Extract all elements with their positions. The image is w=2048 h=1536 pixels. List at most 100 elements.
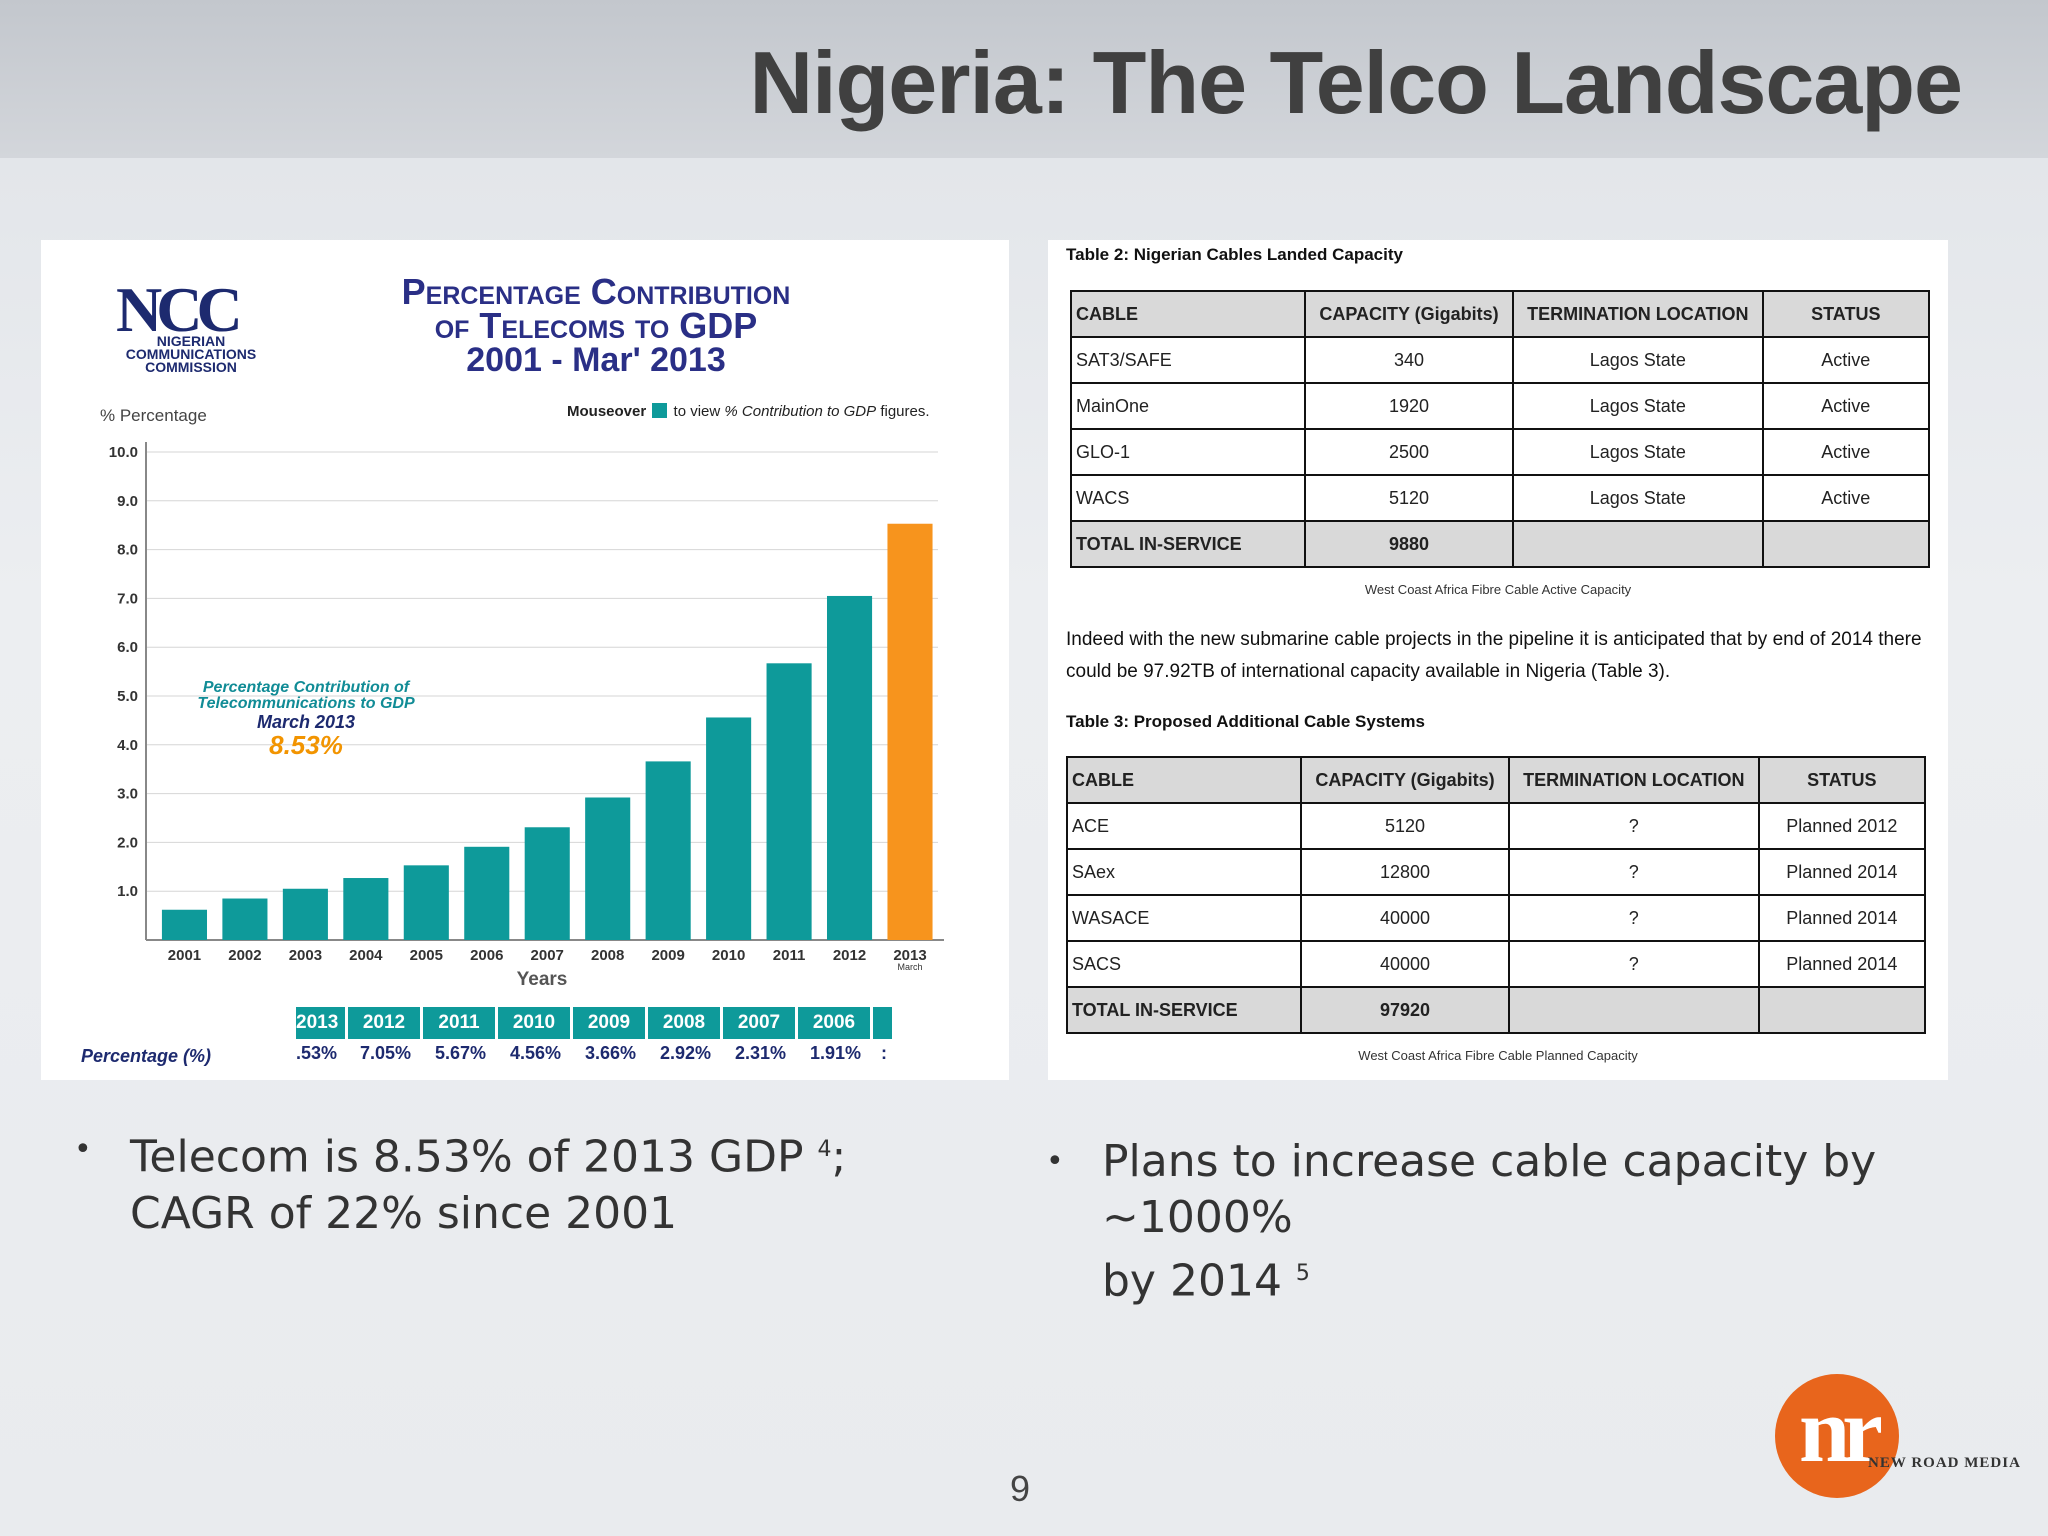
table-cell: TERMINATION LOCATION bbox=[1512, 290, 1764, 338]
bullet-telecom-gdp: • Telecom is 8.53% of 2013 GDP 4; CAGR o… bbox=[74, 1122, 846, 1242]
table-cell: Active bbox=[1761, 428, 1931, 476]
strip-value: 3.66% bbox=[584, 1043, 637, 1063]
x-tick-label: 2002 bbox=[228, 947, 261, 964]
table-cell: CABLE bbox=[1066, 756, 1302, 804]
table-3-caption: Table 3: Proposed Additional Cable Syste… bbox=[1066, 712, 1425, 731]
table-cell: 340 bbox=[1304, 336, 1514, 384]
table-cell: Active bbox=[1761, 336, 1931, 384]
strip-value: 7.05% bbox=[359, 1043, 412, 1063]
table-cell: TOTAL IN-SERVICE bbox=[1066, 986, 1302, 1034]
table-cell: Lagos State bbox=[1512, 428, 1764, 476]
percentage-strip-values: .53% 7.05% 5.67% 4.56% 3.66% 2.92% 2.31% 1.91%: bbox=[296, 1043, 895, 1064]
y-axis-label: % Percentage bbox=[100, 406, 207, 425]
strip-year bbox=[873, 1007, 895, 1039]
table-cell: WACS bbox=[1070, 474, 1306, 522]
table-header-row: CABLE CAPACITY (Gigabits) TERMINATION LOCA… bbox=[1066, 756, 1927, 804]
y-tick-label: 5.0 bbox=[117, 688, 138, 705]
table-row: WASACE 40000? Planned 2014 bbox=[1066, 894, 1927, 942]
slide-title: Nigeria: The Telco Landscape bbox=[749, 33, 1963, 132]
x-tick-label: 2008 bbox=[591, 947, 624, 964]
legend-swatch bbox=[652, 403, 668, 418]
x-tick-label: 2010 bbox=[712, 947, 745, 964]
table-cell: CABLE bbox=[1070, 290, 1306, 338]
x-tick-label: 2006 bbox=[470, 947, 503, 964]
strip-year: 2010 bbox=[498, 1007, 573, 1039]
chart-title: Percentage Contribution of Telecoms to G… bbox=[271, 274, 921, 378]
y-tick-label: 9.0 bbox=[117, 493, 138, 510]
table-cell: Planned 2012 bbox=[1757, 802, 1927, 850]
table-2-caption: Table 2: Nigerian Cables Landed Capacity bbox=[1066, 245, 1403, 264]
table-row: ACE 5120? Planned 2012 bbox=[1066, 802, 1927, 850]
strip-value: .53% bbox=[296, 1043, 338, 1063]
x-axis-label: Years bbox=[517, 969, 568, 990]
y-tick-label: 2.0 bbox=[117, 834, 138, 851]
percentage-strip-label: Percentage (%) bbox=[81, 1046, 212, 1066]
table-cell: TOTAL IN-SERVICE bbox=[1070, 520, 1306, 568]
table-cell: 40000 bbox=[1300, 894, 1510, 942]
bullet-dot: • bbox=[1046, 1144, 1064, 1179]
table-2-footnote: West Coast Africa Fibre Cable Active Cap… bbox=[1364, 582, 1632, 597]
table-cell: ? bbox=[1508, 848, 1760, 896]
slide-header bbox=[0, 0, 2048, 158]
table-cell: 40000 bbox=[1300, 940, 1510, 988]
table-row: SAT3/SAFE 340 Lagos State Active bbox=[1070, 336, 1931, 384]
table-cell: CAPACITY (Gigabits) bbox=[1300, 756, 1510, 804]
x-tick-label: 2005 bbox=[410, 947, 443, 964]
bullet-cable-capacity: • Plans to increase cable capacity by ~1… bbox=[1046, 1136, 1877, 1307]
strip-year: 2008 bbox=[648, 1007, 723, 1039]
cable-tables-panel: Table 2: Nigerian Cables Landed Capacity… bbox=[1048, 240, 1948, 1080]
table-cell: MainOne bbox=[1070, 382, 1306, 430]
table-3-footnote: West Coast Africa Fibre Cable Planned Ca… bbox=[1358, 1048, 1638, 1063]
y-tick-label: 6.0 bbox=[117, 639, 138, 656]
table-cell: Lagos State bbox=[1512, 382, 1764, 430]
bar-2012 bbox=[826, 595, 873, 940]
table-cell: WASACE bbox=[1066, 894, 1302, 942]
table-cell: SAex bbox=[1066, 848, 1302, 896]
strip-value: 1.91% bbox=[809, 1043, 862, 1063]
bar-2005 bbox=[403, 865, 449, 940]
table-cell: SACS bbox=[1066, 940, 1302, 988]
table-cell: Planned 2014 bbox=[1757, 894, 1927, 942]
x-tick-label: 2012 bbox=[833, 947, 866, 964]
strip-value: : bbox=[881, 1043, 887, 1063]
bar-2001 bbox=[161, 909, 208, 940]
table-cell: 2500 bbox=[1304, 428, 1514, 476]
y-tick-label: 10.0 bbox=[109, 444, 138, 461]
page-number: 9 bbox=[1010, 1468, 1031, 1509]
strip-year: 2007 bbox=[723, 1007, 798, 1039]
bar-2003 bbox=[282, 888, 328, 940]
chart-title-line-2: of Telecoms to GDP bbox=[434, 305, 758, 346]
table-cell: 5120 bbox=[1300, 802, 1510, 850]
table-cell: ACE bbox=[1066, 802, 1302, 850]
bar-2009 bbox=[645, 761, 691, 940]
table-cell bbox=[1508, 986, 1760, 1034]
table-cell: CAPACITY (Gigabits) bbox=[1304, 290, 1514, 338]
ncc-logo-letters: NCC bbox=[116, 274, 243, 345]
table-total-row: TOTAL IN-SERVICE 97920 bbox=[1066, 986, 1927, 1034]
table-cell: Planned 2014 bbox=[1757, 940, 1927, 988]
x-tick-label: 2011 bbox=[773, 947, 806, 964]
table-cell: SAT3/SAFE bbox=[1070, 336, 1306, 384]
strip-year: 2012 bbox=[348, 1007, 423, 1039]
y-tick-label: 1.0 bbox=[117, 883, 138, 900]
y-tick-label: 7.0 bbox=[117, 590, 138, 607]
bullet-dot: • bbox=[74, 1132, 92, 1167]
new-road-media-wordmark: NEW ROAD MEDIA bbox=[1868, 1455, 2021, 1471]
bar-2006 bbox=[464, 846, 510, 940]
x-tick-label: 2007 bbox=[531, 947, 564, 964]
mouseover-hint: Mouseover to view % Contribution to GDP … bbox=[567, 403, 930, 420]
table-cell: 1920 bbox=[1304, 382, 1514, 430]
strip-year: 2011 bbox=[423, 1007, 498, 1039]
bar-2007 bbox=[524, 827, 570, 940]
table-cell: ? bbox=[1508, 894, 1760, 942]
bar-2008 bbox=[585, 797, 631, 940]
table-row: SACS 40000? Planned 2014 bbox=[1066, 940, 1927, 988]
table-cell: 9880 bbox=[1304, 520, 1514, 568]
bar-2013 bbox=[887, 523, 933, 940]
table-header-row: CABLE CAPACITY (Gigabits) TERMINATION LOCA… bbox=[1070, 290, 1931, 338]
bar-2002 bbox=[222, 898, 268, 940]
table-cell: 97920 bbox=[1300, 986, 1510, 1034]
strip-year: 2006 bbox=[798, 1007, 873, 1039]
table-row: MainOne 1920 Lagos State Active bbox=[1070, 382, 1931, 430]
table-3: CABLE CAPACITY (Gigabits) TERMINATION LOCA… bbox=[1066, 756, 1927, 1034]
